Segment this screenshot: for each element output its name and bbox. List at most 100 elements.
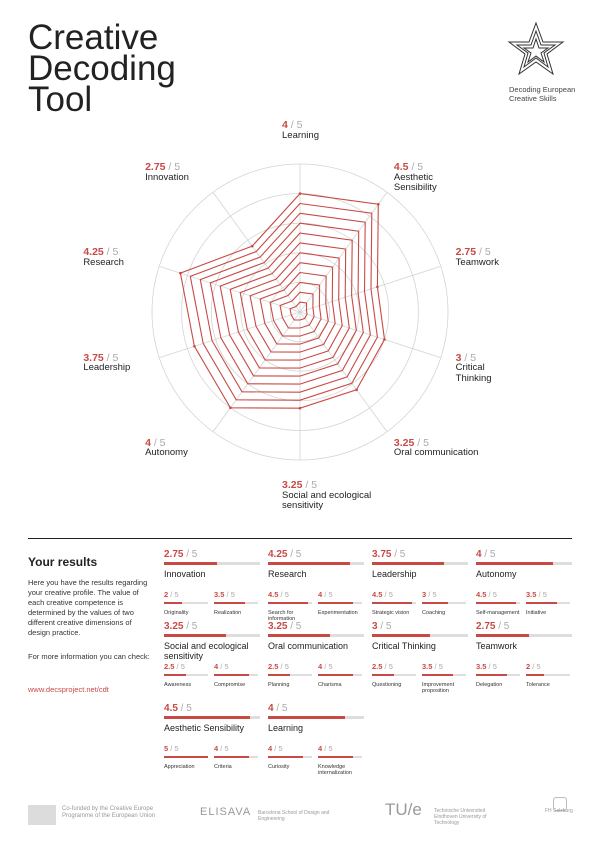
subdimension-name: Experimentation bbox=[318, 610, 358, 616]
radar-max: / 5 bbox=[150, 436, 166, 449]
subdimension-score: 2 / 5 bbox=[526, 662, 541, 671]
subdimension-name: Originality bbox=[164, 610, 189, 616]
radar-max: / 5 bbox=[302, 479, 318, 491]
radar-axis-line bbox=[299, 265, 441, 313]
title-line: Decoding bbox=[28, 49, 176, 88]
fh-salzburg-icon bbox=[553, 797, 567, 811]
radar-chart bbox=[151, 163, 449, 461]
subdimensions: 2.5 / 5 Questioning 3.5 / 5 Improvement pro… bbox=[372, 663, 468, 703]
competence-bar-fill bbox=[268, 716, 345, 719]
radar-label-text: Social and ecological sensitivity bbox=[282, 489, 372, 511]
radar-point bbox=[250, 244, 254, 248]
subdimension-bar-fill bbox=[164, 756, 208, 758]
radar-point bbox=[229, 406, 232, 410]
subdimension-score: 3.5 / 5 bbox=[526, 590, 547, 599]
radar-score: 2.75 bbox=[145, 161, 166, 174]
subdimension-score: 5 / 5 bbox=[164, 744, 179, 753]
radar-series-ring bbox=[249, 262, 336, 353]
radar-axis-label: 3.75 / 5 Leadership bbox=[83, 351, 178, 374]
radar-max: / 5 bbox=[103, 246, 119, 259]
radar-axis-line bbox=[299, 192, 388, 313]
subdimension: 4.5 / 5 Self-management bbox=[476, 591, 520, 616]
radar-score: 4 bbox=[282, 119, 288, 131]
radar-axis-line bbox=[212, 311, 301, 432]
radar-score: 3.25 bbox=[282, 479, 303, 491]
competence-score: 4.5 / 5 bbox=[164, 703, 192, 714]
subdimension-bar-fill bbox=[318, 602, 354, 604]
competence-name: Research bbox=[268, 569, 307, 579]
subdimension-score: 4 / 5 bbox=[318, 744, 333, 753]
competence-name: Social and ecological sensitivity bbox=[164, 641, 249, 661]
subdimension-bar-fill bbox=[214, 602, 245, 604]
subdimension: 3.5 / 5 Realization bbox=[214, 591, 258, 616]
radar-point bbox=[376, 285, 379, 289]
radar-axis-label: 3 / 5 Critical Thinking bbox=[455, 351, 501, 385]
competence-block: 3.25 / 5 Oral communication 2.5 / 5 Plannin… bbox=[268, 621, 364, 703]
competence-block: 3.25 / 5 Social and ecological sensitivit… bbox=[164, 621, 260, 703]
subdimensions: 4.5 / 5 Search for information 4 / 5 Experi… bbox=[268, 591, 364, 631]
subdimension-bar-fill bbox=[318, 756, 354, 758]
radar-axis-label: 3.25 / 5 Oral communication bbox=[393, 436, 504, 459]
radar-score: 3 bbox=[455, 351, 462, 364]
competence-bar bbox=[476, 634, 572, 637]
subdimension: 3.5 / 5 Delegation bbox=[476, 663, 520, 688]
radar-axis-label: 2.75 / 5 Teamwork bbox=[456, 247, 551, 268]
project-link[interactable]: www.decsproject.net/cdt bbox=[28, 685, 109, 694]
tue-logo: TU/e bbox=[385, 800, 422, 819]
radar-series-ring bbox=[229, 242, 350, 369]
subdimension-name: Criteria bbox=[214, 764, 232, 770]
competence-bar-fill bbox=[372, 634, 430, 637]
subdimension-score: 4 / 5 bbox=[214, 744, 229, 753]
subdimension-name: Planning bbox=[268, 682, 290, 688]
subdimensions: 4.5 / 5 Self-management 3.5 / 5 Initiative bbox=[476, 591, 572, 631]
subdimension-name: Knowledge internalization bbox=[318, 764, 352, 777]
eu-funding-text: Co-funded by the Creative Europe Program… bbox=[62, 806, 156, 819]
subdimension: 4.5 / 5 Search for information bbox=[268, 591, 312, 622]
results-heading: Your results bbox=[28, 555, 98, 569]
subdimension-score: 4.5 / 5 bbox=[268, 590, 289, 599]
subdimension-bar bbox=[164, 674, 208, 676]
competence-name: Leadership bbox=[372, 569, 417, 579]
competence-bar-fill bbox=[164, 562, 217, 565]
radar-axis-line bbox=[212, 192, 301, 313]
radar-score: 3.25 bbox=[393, 436, 415, 449]
fh-salzburg-text: FH Salzburg bbox=[545, 808, 573, 814]
competence-bar bbox=[476, 562, 572, 565]
subdimension-name: Questioning bbox=[372, 682, 402, 688]
subdimension: 4 / 5 Charisma bbox=[318, 663, 362, 688]
subdimension-bar-fill bbox=[268, 602, 308, 604]
elisava-logo: ELISAVA bbox=[200, 806, 252, 818]
competence-bar bbox=[268, 716, 364, 719]
radar-series-ring bbox=[199, 212, 371, 393]
competence-block: 2.75 / 5 Innovation 2 / 5 Originality 3.5 / … bbox=[164, 549, 260, 631]
subdimension-bar bbox=[268, 756, 312, 758]
subdimension: 4 / 5 Curiosity bbox=[268, 745, 312, 770]
competence-block: 4.25 / 5 Research 4.5 / 5 Search for inform… bbox=[268, 549, 364, 631]
radar-score: 4.25 bbox=[83, 246, 104, 259]
subdimension-bar-fill bbox=[422, 602, 449, 604]
competence-block: 4.5 / 5 Aesthetic Sensibility 5 / 5 Appreci… bbox=[164, 703, 260, 785]
radar-point bbox=[193, 345, 196, 348]
subdimension-name: Initiative bbox=[526, 610, 547, 616]
subdimension-score: 4 / 5 bbox=[268, 744, 283, 753]
eu-flag-icon bbox=[28, 805, 56, 825]
competence-bar-fill bbox=[164, 634, 227, 637]
subdimension-bar-fill bbox=[164, 602, 182, 604]
competence-name: Learning bbox=[268, 723, 304, 733]
competence-score: 3.75 / 5 bbox=[372, 549, 406, 560]
subdimensions: 5 / 5 Appreciation 4 / 5 Criteria bbox=[164, 745, 260, 785]
subdimension-score: 4 / 5 bbox=[214, 662, 229, 671]
subdimension: 4 / 5 Knowledge internalization bbox=[318, 745, 362, 776]
subdimension: 4.5 / 5 Strategic vision bbox=[372, 591, 416, 616]
radar-series-ring bbox=[209, 222, 364, 385]
radar-axis-label: 4 / 5 Learning bbox=[282, 120, 377, 141]
subdimension: 4 / 5 Criteria bbox=[214, 745, 258, 770]
competence-name: Innovation bbox=[164, 569, 206, 579]
competence-block: 3.75 / 5 Leadership 4.5 / 5 Strategic visio… bbox=[372, 549, 468, 631]
radar-max: / 5 bbox=[103, 351, 119, 364]
subdimension-bar-fill bbox=[372, 602, 412, 604]
subdimension-bar-fill bbox=[526, 602, 557, 604]
subdimension-bar bbox=[268, 602, 312, 604]
subdimensions: 2 / 5 Originality 3.5 / 5 Realization bbox=[164, 591, 260, 631]
competence-score: 4 / 5 bbox=[476, 549, 496, 560]
